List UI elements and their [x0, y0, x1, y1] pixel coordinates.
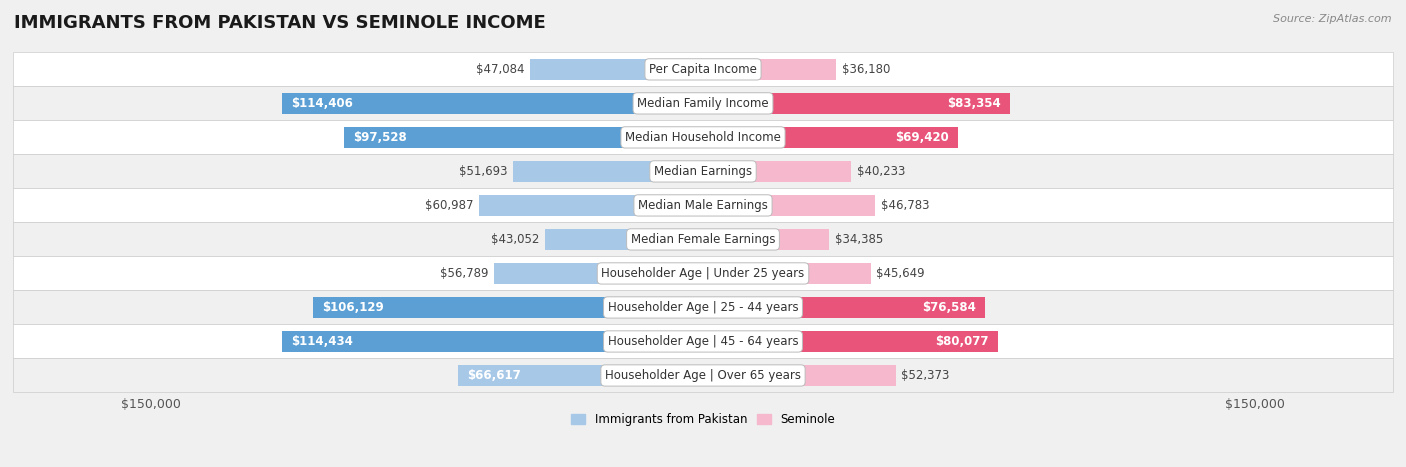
Bar: [13, 222, 1393, 256]
Text: $114,434: $114,434: [291, 335, 353, 348]
Text: Householder Age | Over 65 years: Householder Age | Over 65 years: [605, 369, 801, 382]
Bar: [703, 93, 1010, 113]
Text: $76,584: $76,584: [922, 301, 976, 314]
Text: Median Household Income: Median Household Income: [626, 131, 780, 144]
Text: Householder Age | 25 - 44 years: Householder Age | 25 - 44 years: [607, 301, 799, 314]
Bar: [513, 161, 703, 182]
Bar: [13, 188, 1393, 222]
Text: Median Earnings: Median Earnings: [654, 165, 752, 178]
Bar: [703, 297, 984, 318]
Bar: [494, 263, 703, 283]
Text: Median Female Earnings: Median Female Earnings: [631, 233, 775, 246]
Text: Per Capita Income: Per Capita Income: [650, 63, 756, 76]
Bar: [13, 52, 1393, 86]
Text: $34,385: $34,385: [835, 233, 883, 246]
Text: Householder Age | Under 25 years: Householder Age | Under 25 years: [602, 267, 804, 280]
Text: $106,129: $106,129: [322, 301, 384, 314]
Bar: [13, 325, 1393, 359]
Bar: [13, 256, 1393, 290]
Bar: [13, 120, 1393, 155]
Bar: [458, 365, 703, 386]
Bar: [703, 195, 875, 216]
Bar: [544, 229, 703, 250]
Text: $47,084: $47,084: [475, 63, 524, 76]
Text: Median Family Income: Median Family Income: [637, 97, 769, 110]
Text: $60,987: $60,987: [425, 199, 474, 212]
Text: $43,052: $43,052: [491, 233, 538, 246]
Legend: Immigrants from Pakistan, Seminole: Immigrants from Pakistan, Seminole: [567, 408, 839, 431]
Bar: [530, 59, 703, 79]
Text: Source: ZipAtlas.com: Source: ZipAtlas.com: [1274, 14, 1392, 24]
Bar: [13, 290, 1393, 325]
Bar: [478, 195, 703, 216]
Bar: [312, 297, 703, 318]
Bar: [703, 331, 998, 352]
Text: $51,693: $51,693: [458, 165, 508, 178]
Bar: [703, 365, 896, 386]
Text: $46,783: $46,783: [880, 199, 929, 212]
Bar: [283, 93, 703, 113]
Text: IMMIGRANTS FROM PAKISTAN VS SEMINOLE INCOME: IMMIGRANTS FROM PAKISTAN VS SEMINOLE INC…: [14, 14, 546, 32]
Bar: [13, 359, 1393, 392]
Text: Householder Age | 45 - 64 years: Householder Age | 45 - 64 years: [607, 335, 799, 348]
Bar: [13, 155, 1393, 188]
Bar: [703, 127, 959, 148]
Bar: [703, 161, 851, 182]
Text: $97,528: $97,528: [353, 131, 408, 144]
Bar: [344, 127, 703, 148]
Text: $80,077: $80,077: [935, 335, 988, 348]
Bar: [13, 86, 1393, 120]
Bar: [703, 59, 837, 79]
Bar: [283, 331, 703, 352]
Bar: [703, 229, 830, 250]
Text: $56,789: $56,789: [440, 267, 488, 280]
Text: $66,617: $66,617: [467, 369, 520, 382]
Text: $40,233: $40,233: [856, 165, 905, 178]
Text: $83,354: $83,354: [946, 97, 1001, 110]
Text: $114,406: $114,406: [291, 97, 353, 110]
Bar: [703, 263, 870, 283]
Text: Median Male Earnings: Median Male Earnings: [638, 199, 768, 212]
Text: $69,420: $69,420: [896, 131, 949, 144]
Text: $45,649: $45,649: [876, 267, 925, 280]
Text: $36,180: $36,180: [842, 63, 890, 76]
Text: $52,373: $52,373: [901, 369, 949, 382]
